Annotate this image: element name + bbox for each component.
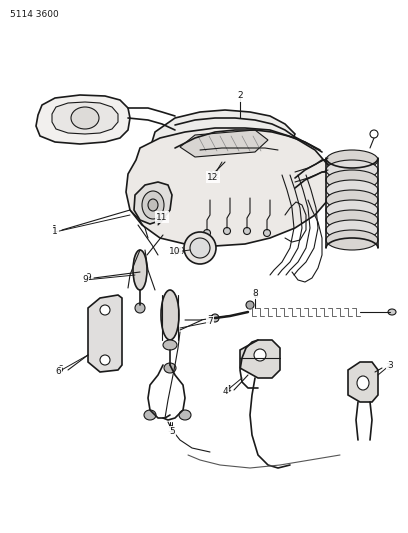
Text: 6: 6	[55, 367, 61, 376]
Polygon shape	[88, 295, 122, 372]
Text: 11: 11	[157, 211, 169, 220]
Ellipse shape	[326, 230, 378, 250]
Ellipse shape	[326, 200, 378, 220]
Ellipse shape	[211, 314, 219, 322]
Text: 11: 11	[156, 213, 168, 222]
Ellipse shape	[184, 232, 216, 264]
Ellipse shape	[388, 309, 396, 315]
Ellipse shape	[148, 199, 158, 211]
Text: 10: 10	[169, 247, 181, 256]
Ellipse shape	[133, 250, 147, 290]
Text: 9: 9	[82, 276, 88, 285]
Ellipse shape	[244, 228, 251, 235]
Text: 4: 4	[225, 385, 231, 394]
Ellipse shape	[100, 355, 110, 365]
Ellipse shape	[144, 410, 156, 420]
Text: 3: 3	[387, 360, 393, 369]
Text: 10: 10	[174, 247, 186, 256]
Polygon shape	[126, 128, 332, 246]
Ellipse shape	[164, 363, 176, 373]
Ellipse shape	[326, 180, 378, 200]
Ellipse shape	[246, 301, 254, 309]
Ellipse shape	[326, 190, 378, 210]
Text: 7: 7	[207, 316, 213, 325]
Ellipse shape	[190, 238, 210, 258]
Ellipse shape	[326, 220, 378, 240]
Text: 4: 4	[222, 387, 228, 397]
Polygon shape	[36, 95, 130, 144]
Text: 1: 1	[52, 228, 58, 237]
Ellipse shape	[204, 230, 211, 237]
Text: 9: 9	[85, 273, 91, 282]
Text: 12: 12	[209, 171, 221, 180]
Text: 8: 8	[252, 288, 258, 297]
Ellipse shape	[142, 191, 164, 219]
Text: 5: 5	[167, 425, 173, 434]
Ellipse shape	[326, 150, 378, 170]
Ellipse shape	[161, 290, 179, 340]
Ellipse shape	[357, 376, 369, 390]
Polygon shape	[52, 102, 118, 134]
Polygon shape	[134, 182, 172, 224]
Ellipse shape	[326, 160, 378, 180]
Ellipse shape	[135, 303, 145, 313]
Ellipse shape	[264, 230, 271, 237]
Text: 12: 12	[207, 173, 219, 182]
Polygon shape	[348, 362, 378, 402]
Polygon shape	[240, 340, 280, 378]
Ellipse shape	[254, 349, 266, 361]
Ellipse shape	[326, 210, 378, 230]
Ellipse shape	[326, 170, 378, 190]
Ellipse shape	[71, 107, 99, 129]
Text: 2: 2	[237, 92, 243, 101]
Text: 7: 7	[207, 318, 213, 327]
Polygon shape	[180, 130, 268, 157]
Polygon shape	[152, 110, 295, 163]
Ellipse shape	[163, 340, 177, 350]
Text: 2: 2	[237, 92, 243, 101]
Text: 3: 3	[385, 364, 391, 373]
Text: 8: 8	[252, 290, 258, 300]
Ellipse shape	[224, 228, 231, 235]
Text: 5: 5	[169, 427, 175, 437]
Text: 5114 3600: 5114 3600	[10, 10, 59, 19]
Text: 1: 1	[52, 225, 58, 235]
Ellipse shape	[179, 410, 191, 420]
Text: 6: 6	[57, 366, 63, 375]
Ellipse shape	[100, 305, 110, 315]
